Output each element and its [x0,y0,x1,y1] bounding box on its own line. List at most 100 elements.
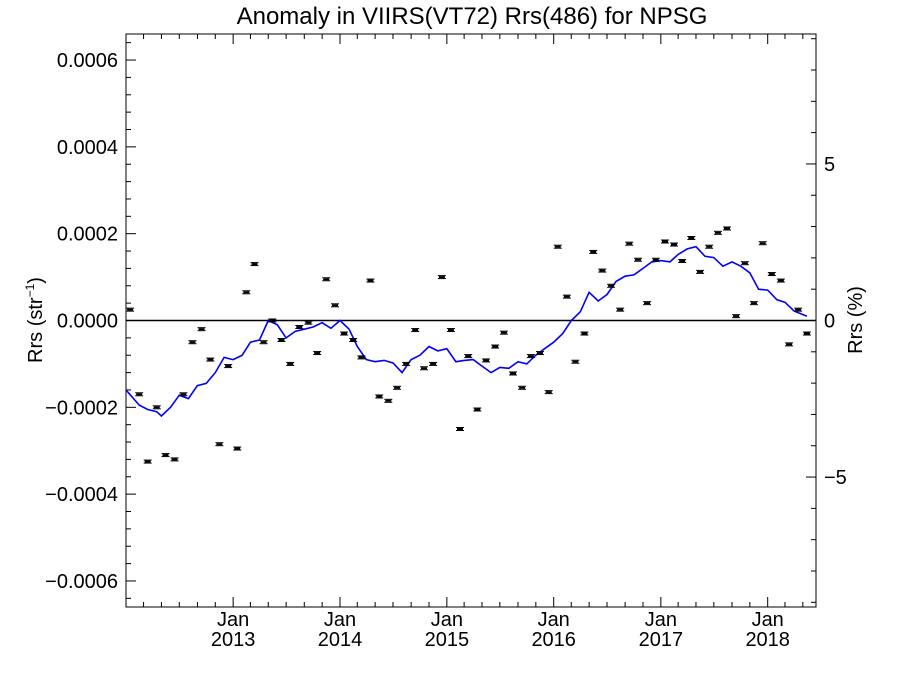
monthly-point [366,278,375,283]
y-left-tick-label: 0.0006 [57,50,118,72]
monthly-point [322,277,331,282]
monthly-point [402,361,411,366]
monthly-point [295,325,304,330]
monthly-point [420,366,429,371]
monthly-point [491,344,500,349]
monthly-point [233,446,242,451]
x-tick-label-month: Jan [645,609,677,631]
y-left-tick-label: −0.0004 [45,484,118,506]
monthly-point [651,257,660,262]
monthly-point [740,261,749,266]
x-tick-label-month: Jan [752,609,784,631]
svg-text:Rrs (str−1): Rrs (str−1) [23,277,47,363]
monthly-point [634,257,643,262]
y-right-tick-label: 5 [824,154,835,176]
x-tick-label-year: 2013 [211,629,256,651]
monthly-point [562,294,571,299]
monthly-point [687,236,696,241]
monthly-point [206,357,215,362]
monthly-point [678,259,687,264]
monthly-point [268,318,277,323]
running-mean-line [125,245,808,418]
monthly-point [429,361,438,366]
monthly-point [259,340,268,345]
y-left-tick-label: 0.0004 [57,137,118,159]
monthly-point [143,459,152,464]
monthly-point [393,385,402,390]
monthly-point [518,385,527,390]
monthly-point [437,275,446,280]
monthly-point [304,320,313,325]
monthly-point [758,241,767,246]
x-tick-label-year: 2015 [425,629,470,651]
monthly-point [482,358,491,363]
monthly-point [357,355,366,360]
y-left-tick-label: 0.0000 [57,311,118,333]
y-axis-left-label-superscript: −1 [23,283,37,297]
monthly-point [732,314,741,319]
monthly-point [749,301,758,306]
monthly-point [705,244,714,249]
monthly-point [224,364,233,369]
y-left-tick-label: −0.0002 [45,397,118,419]
monthly-point [553,244,562,249]
monthly-point [215,442,224,447]
monthly-point [331,303,340,308]
monthly-point [411,328,420,333]
x-tick-label-month: Jan [324,609,356,631]
monthly-point [723,226,732,231]
monthly-point [473,407,482,412]
monthly-point [660,239,669,244]
y-axis-left-label-text: Rrs (str [25,297,47,363]
monthly-point [340,331,349,336]
monthly-point [499,330,508,335]
monthly-point [544,390,553,395]
x-tick-label-year: 2017 [639,629,684,651]
monthly-point [794,307,803,312]
monthly-point [526,354,535,359]
data-marks [125,226,816,464]
monthly-point [580,331,589,336]
monthly-point [696,269,705,274]
monthly-point [349,338,358,343]
monthly-point [250,262,259,267]
monthly-point [179,392,188,397]
x-tick-label-year: 2018 [745,629,790,651]
y-axis-left-label: Rrs (str−1) [23,277,47,363]
chart-title: Anomaly in VIIRS(VT72) Rrs(486) for NPSG [237,3,708,30]
x-tick-label-month: Jan [538,609,570,631]
tick-labels: 0.0006 0.0004 0.0002 0.0000 −0.0002 −0.0004 −0… [45,50,847,651]
monthly-point [598,268,607,273]
monthly-point [535,351,544,356]
monthly-point [625,241,634,246]
x-tick-label-year: 2014 [318,629,363,651]
monthly-point [152,405,161,410]
monthly-point [456,427,465,432]
monthly-point [802,331,811,336]
monthly-point [571,359,580,364]
x-tick-label-month: Jan [431,609,463,631]
monthly-point [616,307,625,312]
x-tick-label-month: Jan [217,609,249,631]
monthly-point [126,307,135,312]
monthly-point [286,361,295,366]
monthly-point [384,398,393,403]
monthly-point [464,354,473,359]
monthly-point [197,327,206,332]
y-right-tick-label: −5 [824,467,847,489]
monthly-point [242,290,251,295]
monthly-point [135,392,144,397]
monthly-point [375,394,384,399]
monthly-point [767,272,776,277]
y-axis-left-label-close: ) [25,277,47,284]
monthly-point [170,457,179,462]
monthly-point [277,338,286,343]
monthly-point [589,249,598,254]
ticks [126,34,816,607]
monthly-point [188,340,197,345]
y-left-tick-label: −0.0006 [45,571,118,593]
x-tick-label-year: 2016 [531,629,576,651]
monthly-point [509,371,518,376]
monthly-point [670,242,679,247]
monthly-point [713,230,722,235]
